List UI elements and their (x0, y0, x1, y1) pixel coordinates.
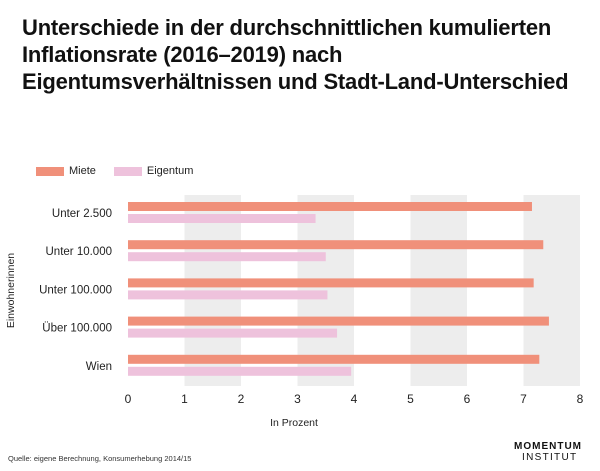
x-tick-0: 0 (125, 392, 132, 406)
bar-miete-0 (128, 202, 532, 211)
momentum-institut-logo: MOMENTUM INSTITUT (514, 441, 582, 463)
bar-miete-1 (128, 240, 544, 250)
legend: Miete Eigentum (36, 165, 211, 177)
legend-label-eigentum: Eigentum (146, 165, 194, 177)
bar-eigentum-1 (128, 252, 326, 262)
bar-miete-2 (128, 278, 534, 288)
x-tick-4: 4 (351, 392, 358, 406)
logo-text-momentum: MOMENTUM (514, 441, 582, 452)
bar-eigentum-4 (128, 366, 352, 376)
bar-eigentum-3 (128, 328, 338, 338)
bar-miete-4 (128, 354, 540, 364)
category-label-3: Über 100.000 (42, 323, 112, 335)
x-tick-5: 5 (407, 392, 414, 406)
bar-eigentum-2 (128, 290, 328, 300)
legend-swatch-eigentum (113, 166, 142, 176)
bar-eigentum-0 (128, 214, 316, 223)
x-tick-1: 1 (181, 392, 188, 406)
legend-label-miete: Miete (69, 165, 96, 177)
category-label-4: Wien (86, 361, 112, 373)
x-tick-6: 6 (464, 392, 471, 406)
bar-miete-3 (128, 316, 549, 326)
y-axis-label: Einwohnerinnen (5, 253, 17, 328)
logo-text-institut: INSTITUT (522, 452, 578, 463)
x-tick-2: 2 (238, 392, 245, 406)
chart-title: Unterschiede in der durchschnittlichen k… (22, 15, 569, 94)
source-note: Quelle: eigene Berechnung, Konsumerhebun… (8, 454, 192, 463)
category-label-2: Unter 100.000 (39, 284, 112, 296)
legend-item-eigentum: Eigentum (113, 165, 194, 177)
category-label-1: Unter 10.000 (46, 246, 113, 258)
grid-band-7 (523, 195, 580, 386)
legend-swatch-miete (36, 166, 64, 176)
x-tick-7: 7 (520, 392, 527, 406)
grid-band-5 (410, 195, 467, 386)
x-tick-8: 8 (577, 392, 584, 406)
x-tick-3: 3 (294, 392, 301, 406)
legend-item-miete: Miete (36, 165, 96, 177)
category-label-0: Unter 2.500 (52, 208, 112, 220)
x-axis-label: In Prozent (270, 417, 318, 429)
